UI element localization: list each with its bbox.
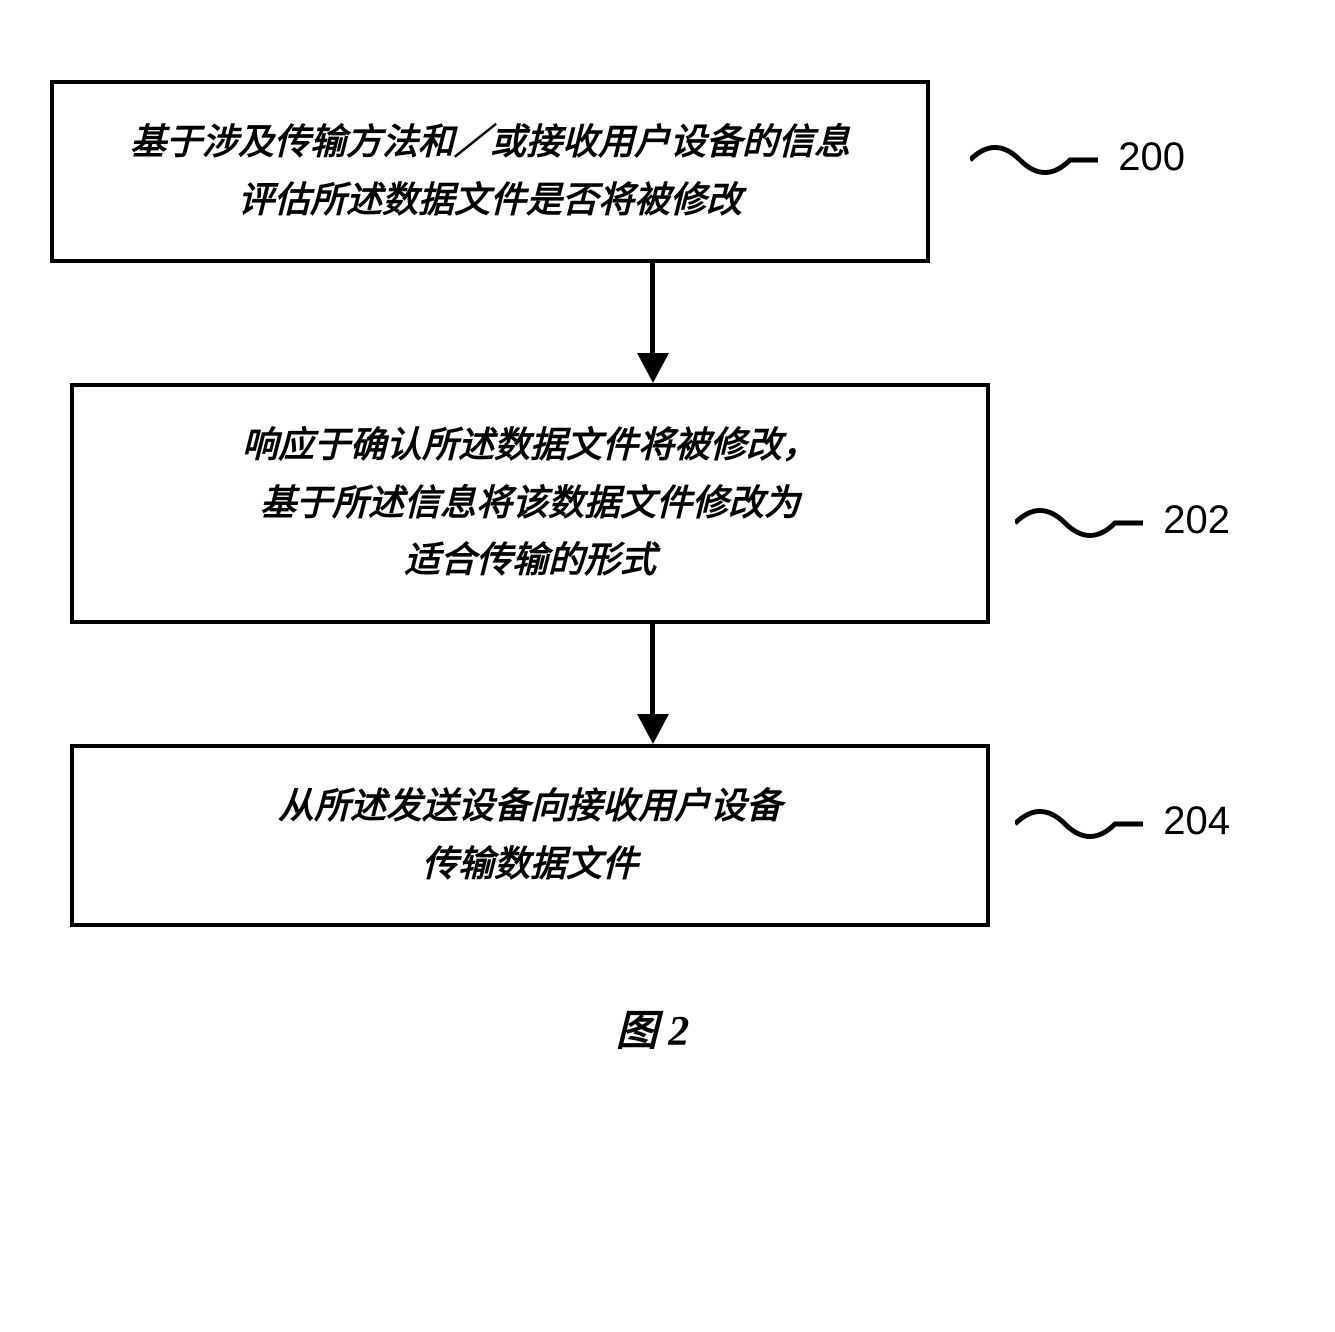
node-1-line-1: 基于涉及传输方法和／或接收用户设备的信息 — [94, 114, 886, 172]
node-2-line-2: 基于所述信息将该数据文件修改为 — [114, 475, 946, 533]
ref-number-1: 200 — [1118, 135, 1185, 180]
node-3-line-2: 传输数据文件 — [114, 836, 946, 894]
arrow-2-line — [650, 624, 655, 714]
node-2-wrapper: 响应于确认所述数据文件将被修改， 基于所述信息将该数据文件修改为 适合传输的形式… — [100, 383, 1235, 624]
figure-caption: 图 2 — [616, 997, 690, 1058]
flowchart-node-3: 从所述发送设备向接收用户设备 传输数据文件 — [70, 744, 990, 927]
node-3-wrapper: 从所述发送设备向接收用户设备 传输数据文件 204 — [100, 744, 1235, 927]
node-2-line-3: 适合传输的形式 — [114, 532, 946, 590]
flowchart-node-1: 基于涉及传输方法和／或接收用户设备的信息 评估所述数据文件是否将被修改 — [50, 80, 930, 263]
arrow-1-head — [637, 353, 669, 383]
node-1-line-2: 评估所述数据文件是否将被修改 — [94, 172, 886, 230]
ref-number-3: 204 — [1163, 799, 1230, 844]
connector-1 — [970, 130, 1100, 190]
arrow-2 — [637, 624, 669, 744]
node-2-line-1: 响应于确认所述数据文件将被修改， — [114, 417, 946, 475]
node-3-line-1: 从所述发送设备向接收用户设备 — [114, 778, 946, 836]
ref-number-2: 202 — [1163, 498, 1230, 543]
connector-3 — [1015, 794, 1145, 854]
connector-2 — [1015, 493, 1145, 553]
node-1-wrapper: 基于涉及传输方法和／或接收用户设备的信息 评估所述数据文件是否将被修改 200 — [100, 80, 1235, 263]
arrow-2-head — [637, 714, 669, 744]
arrow-1 — [637, 263, 669, 383]
arrow-1-line — [650, 263, 655, 353]
flowchart-node-2: 响应于确认所述数据文件将被修改， 基于所述信息将该数据文件修改为 适合传输的形式 — [70, 383, 990, 624]
flowchart-container: 基于涉及传输方法和／或接收用户设备的信息 评估所述数据文件是否将被修改 200 … — [100, 80, 1235, 1058]
